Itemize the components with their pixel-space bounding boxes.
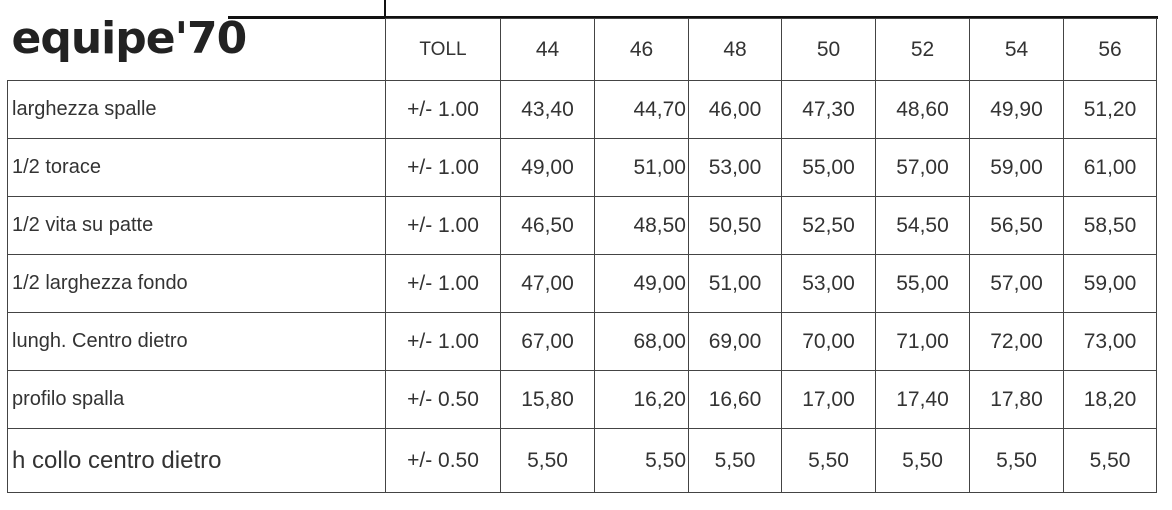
value-cell: 49,00 — [500, 138, 595, 197]
value-cell: 17,00 — [781, 370, 876, 429]
tolerance-cell: +/- 0.50 — [385, 370, 501, 429]
value-cell: 5,50 — [500, 428, 595, 493]
value-cell: 50,50 — [688, 196, 782, 255]
tolerance-cell: +/- 0.50 — [385, 428, 501, 493]
value-cell: 48,50 — [594, 196, 689, 255]
value-cell: 5,50 — [969, 428, 1064, 493]
value-cell: 59,00 — [1063, 254, 1157, 313]
value-cell: 67,00 — [500, 312, 595, 371]
value-cell: 47,00 — [500, 254, 595, 313]
value-cell: 5,50 — [1063, 428, 1157, 493]
table-row: 1/2 torace +/- 1.00 49,00 51,00 53,00 55,00 57… — [7, 138, 1157, 197]
value-cell: 5,50 — [688, 428, 782, 493]
table-row: lungh. Centro dietro +/- 1.00 67,00 68,00 69… — [7, 312, 1157, 371]
tolerance-cell: +/- 1.00 — [385, 312, 501, 371]
value-cell: 52,50 — [781, 196, 876, 255]
value-cell: 58,50 — [1063, 196, 1157, 255]
header-row: equipe'70 TOLL 44 46 48 50 52 54 56 — [7, 13, 1157, 81]
measurement-label: h collo centro dietro — [7, 428, 386, 493]
value-cell: 59,00 — [969, 138, 1064, 197]
size-header: 48 — [688, 18, 782, 81]
size-header: 50 — [781, 18, 876, 81]
size-header: 56 — [1063, 18, 1157, 81]
value-cell: 55,00 — [875, 254, 970, 313]
size-header: 52 — [875, 18, 970, 81]
value-cell: 49,00 — [594, 254, 689, 313]
value-cell: 73,00 — [1063, 312, 1157, 371]
brand-logo: equipe'70 — [11, 12, 248, 64]
table-row: 1/2 vita su patte +/- 1.00 46,50 48,50 50,50… — [7, 196, 1157, 255]
value-cell: 54,50 — [875, 196, 970, 255]
value-cell: 48,60 — [875, 80, 970, 139]
value-cell: 55,00 — [781, 138, 876, 197]
value-cell: 71,00 — [875, 312, 970, 371]
value-cell: 17,80 — [969, 370, 1064, 429]
value-cell: 69,00 — [688, 312, 782, 371]
value-cell: 15,80 — [500, 370, 595, 429]
value-cell: 53,00 — [781, 254, 876, 313]
value-cell: 56,50 — [969, 196, 1064, 255]
value-cell: 5,50 — [875, 428, 970, 493]
value-cell: 57,00 — [875, 138, 970, 197]
size-header: 54 — [969, 18, 1064, 81]
size-chart-table: equipe'70 TOLL 44 46 48 50 52 54 56 larg… — [7, 13, 1157, 493]
table-row: profilo spalla +/- 0.50 15,80 16,20 16,60 17,… — [7, 370, 1157, 429]
top-tick — [384, 0, 386, 18]
value-cell: 72,00 — [969, 312, 1064, 371]
top-rule — [228, 16, 1158, 19]
value-cell: 46,00 — [688, 80, 782, 139]
value-cell: 51,00 — [688, 254, 782, 313]
measurement-label: 1/2 larghezza fondo — [7, 254, 386, 313]
logo-cell: equipe'70 — [7, 13, 386, 81]
value-cell: 61,00 — [1063, 138, 1157, 197]
value-cell: 53,00 — [688, 138, 782, 197]
tolerance-cell: +/- 1.00 — [385, 196, 501, 255]
value-cell: 5,50 — [781, 428, 876, 493]
size-header: 44 — [500, 18, 595, 81]
value-cell: 5,50 — [594, 428, 689, 493]
value-cell: 16,60 — [688, 370, 782, 429]
tolerance-cell: +/- 1.00 — [385, 254, 501, 313]
value-cell: 43,40 — [500, 80, 595, 139]
value-cell: 46,50 — [500, 196, 595, 255]
measurement-label: 1/2 vita su patte — [7, 196, 386, 255]
value-cell: 17,40 — [875, 370, 970, 429]
value-cell: 44,70 — [594, 80, 689, 139]
table-row: 1/2 larghezza fondo +/- 1.00 47,00 49,00 51,… — [7, 254, 1157, 313]
measurement-label: larghezza spalle — [7, 80, 386, 139]
tolerance-cell: +/- 1.00 — [385, 138, 501, 197]
value-cell: 68,00 — [594, 312, 689, 371]
measurement-label: 1/2 torace — [7, 138, 386, 197]
table-row: h collo centro dietro +/- 0.50 5,50 5,50 5,5… — [7, 428, 1157, 493]
value-cell: 51,00 — [594, 138, 689, 197]
value-cell: 57,00 — [969, 254, 1064, 313]
value-cell: 16,20 — [594, 370, 689, 429]
tolerance-cell: +/- 1.00 — [385, 80, 501, 139]
toll-header: TOLL — [385, 18, 501, 81]
value-cell: 51,20 — [1063, 80, 1157, 139]
value-cell: 70,00 — [781, 312, 876, 371]
size-header: 46 — [594, 18, 689, 81]
measurement-label: lungh. Centro dietro — [7, 312, 386, 371]
value-cell: 49,90 — [969, 80, 1064, 139]
value-cell: 18,20 — [1063, 370, 1157, 429]
value-cell: 47,30 — [781, 80, 876, 139]
measurement-label: profilo spalla — [7, 370, 386, 429]
table-row: larghezza spalle +/- 1.00 43,40 44,70 46,00 4… — [7, 80, 1157, 139]
